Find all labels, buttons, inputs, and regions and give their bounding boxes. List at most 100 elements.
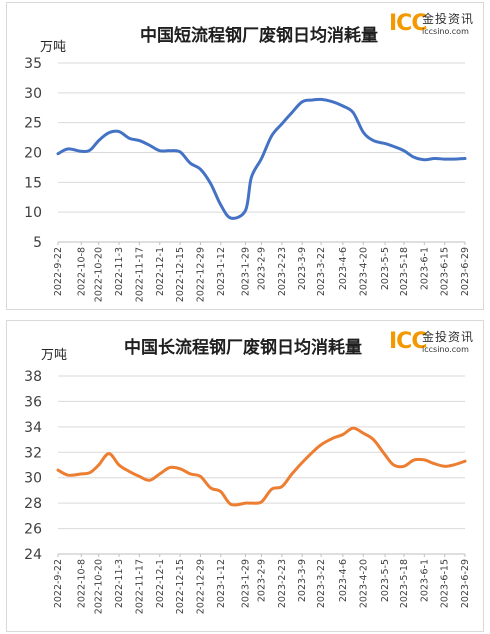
data-point bbox=[138, 475, 141, 478]
data-point bbox=[280, 485, 283, 488]
y-tick-label: 32 bbox=[24, 445, 42, 461]
y-tick-label: 25 bbox=[24, 116, 42, 132]
data-point bbox=[138, 139, 141, 142]
y-tick-label: 30 bbox=[24, 471, 42, 487]
x-tick-label: 2023-4-6 bbox=[338, 559, 349, 602]
chart-panel-short-process: 中国短流程钢厂废钢日均消耗量 万吨 5 10 15 20 25 30 35 2022-9-22… bbox=[6, 2, 484, 310]
icc-logo-url: iccsino.com bbox=[422, 345, 469, 354]
icc-logo-url: iccsino.com bbox=[422, 27, 469, 36]
x-tick-label: 2023-5-5 bbox=[380, 247, 391, 290]
x-tick-label: 2023-5-18 bbox=[399, 559, 410, 608]
x-tick-label: 2023-5-5 bbox=[380, 559, 391, 602]
x-tick-label: 2023-4-20 bbox=[358, 247, 369, 296]
x-tick-label: 2022-12-15 bbox=[175, 559, 186, 614]
y-tick-label: 24 bbox=[24, 547, 42, 563]
data-point bbox=[199, 168, 202, 171]
series-line bbox=[56, 97, 467, 220]
x-tick-label: 2023-1-12 bbox=[216, 559, 227, 608]
x-tick-label: 2022-12-1 bbox=[155, 247, 166, 296]
x-tick-label: 2023-6-15 bbox=[440, 559, 451, 608]
data-point bbox=[352, 111, 355, 114]
icc-logo: ICC 金投资讯 iccsino.com bbox=[389, 327, 475, 359]
x-tick-label: 2023-6-1 bbox=[419, 559, 430, 602]
data-point bbox=[118, 130, 121, 133]
data-point bbox=[352, 427, 355, 430]
y-tick-label: 36 bbox=[24, 394, 42, 410]
data-point bbox=[199, 475, 202, 478]
data-point bbox=[362, 432, 365, 435]
data-point bbox=[291, 472, 294, 475]
data-point bbox=[452, 158, 455, 161]
y-tick-label: 10 bbox=[24, 205, 42, 221]
data-point bbox=[372, 438, 375, 441]
data-point bbox=[189, 162, 192, 165]
chart-short-process: 中国短流程钢厂废钢日均消耗量 万吨 5 10 15 20 25 30 35 2022-9-22… bbox=[24, 25, 471, 302]
data-point bbox=[89, 471, 92, 474]
data-point bbox=[189, 472, 192, 475]
unit-label: 万吨 bbox=[41, 348, 67, 363]
icc-logo-cn-text: 金投资讯 bbox=[422, 330, 475, 344]
data-point bbox=[250, 502, 253, 505]
x-tick-label: 2022-10-20 bbox=[94, 559, 105, 614]
data-point bbox=[443, 465, 446, 468]
data-point bbox=[423, 158, 426, 161]
data-point bbox=[270, 134, 273, 137]
y-tick-label: 30 bbox=[24, 86, 42, 102]
y-tick-label: 34 bbox=[24, 420, 42, 436]
data-point bbox=[260, 500, 263, 503]
data-point bbox=[280, 122, 283, 125]
x-tick-label: 2023-2-23 bbox=[277, 247, 288, 296]
x-tick-label: 2023-6-29 bbox=[460, 559, 471, 608]
data-point bbox=[97, 464, 100, 467]
data-point bbox=[128, 470, 131, 473]
data-point bbox=[209, 182, 212, 185]
data-point bbox=[244, 209, 247, 212]
data-point bbox=[384, 453, 387, 456]
data-point bbox=[311, 99, 314, 102]
data-point bbox=[413, 458, 416, 461]
data-point bbox=[168, 466, 171, 469]
unit-label: 万吨 bbox=[40, 40, 66, 55]
data-point bbox=[320, 443, 323, 446]
data-point bbox=[384, 142, 387, 145]
series-line bbox=[56, 426, 467, 507]
x-tick-label: 2022-11-17 bbox=[134, 247, 145, 302]
data-point bbox=[392, 464, 395, 467]
x-tick-label: 2023-1-12 bbox=[216, 247, 227, 296]
y-tick-label: 26 bbox=[24, 522, 42, 538]
x-tick-label: 2023-2-9 bbox=[257, 247, 268, 290]
x-tick-label: 2022-10-20 bbox=[94, 247, 105, 302]
data-point bbox=[341, 433, 344, 436]
y-tick-label: 15 bbox=[24, 175, 42, 191]
x-tick-label: 2023-4-6 bbox=[338, 247, 349, 290]
data-point bbox=[464, 460, 467, 463]
x-tick-label: 2023-3-22 bbox=[316, 247, 327, 296]
y-tick-label: 5 bbox=[33, 235, 42, 251]
data-point bbox=[291, 111, 294, 114]
chart-title: 中国长流程钢厂废钢日均消耗量 bbox=[124, 337, 362, 358]
data-point bbox=[209, 486, 212, 489]
y-tick-label: 38 bbox=[24, 369, 42, 385]
data-point bbox=[402, 465, 405, 468]
x-tick-label: 2023-6-29 bbox=[460, 247, 471, 296]
data-point bbox=[362, 131, 365, 134]
data-point bbox=[158, 149, 161, 152]
x-tick-label: 2023-6-15 bbox=[440, 247, 451, 296]
x-tick-label: 2022-12-1 bbox=[155, 559, 166, 608]
data-point bbox=[80, 472, 83, 475]
x-tick-label: 2023-2-23 bbox=[277, 559, 288, 608]
data-point bbox=[158, 472, 161, 475]
data-point bbox=[433, 462, 436, 465]
data-point bbox=[452, 464, 455, 467]
x-tick-label: 2022-12-15 bbox=[175, 247, 186, 302]
chart-long-process: 中国长流程钢厂废钢日均消耗量 万吨 24 26 28 30 32 34 36 38 2022-9… bbox=[24, 337, 471, 614]
x-tick-label: 2022-12-29 bbox=[195, 247, 206, 302]
data-point bbox=[250, 176, 253, 179]
icc-logo-mark: ICC bbox=[389, 11, 427, 36]
icc-logo-mark: ICC bbox=[389, 329, 427, 354]
x-tick-label: 2023-2-9 bbox=[257, 559, 268, 602]
x-tick-label: 2023-6-1 bbox=[419, 247, 430, 290]
icc-logo: ICC 金投资讯 iccsino.com bbox=[389, 9, 475, 41]
y-tick-label: 20 bbox=[24, 146, 42, 162]
data-point bbox=[433, 157, 436, 160]
